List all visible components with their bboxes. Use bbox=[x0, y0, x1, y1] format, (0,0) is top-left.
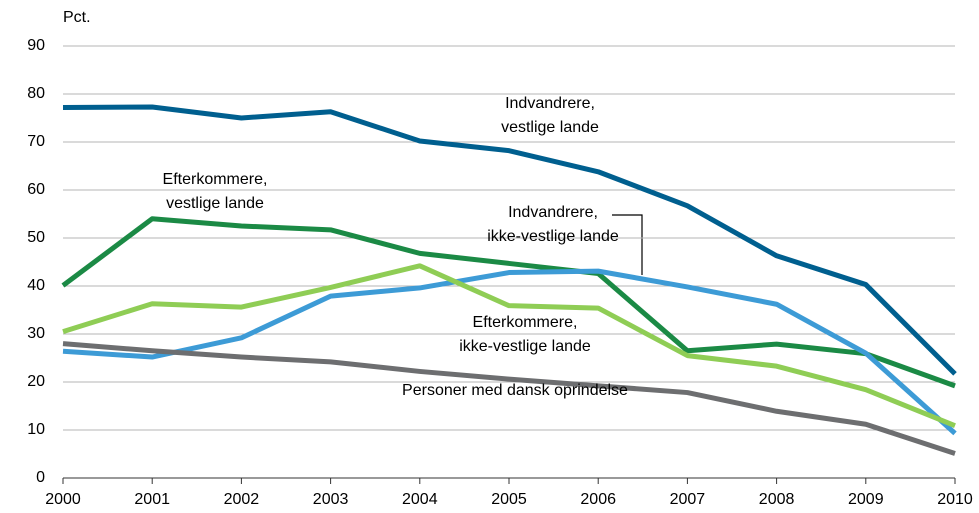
y-tick-label: 80 bbox=[27, 85, 45, 102]
x-tick-label: 2002 bbox=[224, 491, 260, 508]
y-tick-label: 90 bbox=[27, 37, 45, 54]
x-tick-label: 2000 bbox=[45, 491, 81, 508]
y-tick-label: 50 bbox=[27, 229, 45, 246]
series-label: ikke-vestlige lande bbox=[459, 338, 591, 355]
series-label: Efterkommere, bbox=[163, 171, 268, 188]
series-line bbox=[62, 341, 956, 456]
leader-line bbox=[612, 214, 643, 275]
series-line bbox=[62, 104, 957, 376]
x-tick-label: 2008 bbox=[759, 491, 795, 508]
y-tick-label: 40 bbox=[27, 277, 45, 294]
y-tick-label: 0 bbox=[36, 469, 45, 486]
x-tick-label: 2007 bbox=[670, 491, 706, 508]
y-tick-label: 20 bbox=[27, 373, 45, 390]
x-tick-label: 2010 bbox=[937, 491, 973, 508]
x-tick-label: 2005 bbox=[491, 491, 527, 508]
y-axis-label: Pct. bbox=[63, 9, 91, 26]
y-tick-label: 70 bbox=[27, 133, 45, 150]
series-label: ikke-vestlige lande bbox=[487, 228, 619, 245]
series-label: vestlige lande bbox=[501, 119, 599, 136]
x-tick-label: 2006 bbox=[580, 491, 616, 508]
series-line bbox=[61, 216, 956, 389]
series-label: Efterkommere, bbox=[473, 314, 578, 331]
series-line bbox=[62, 263, 956, 428]
y-tick-label: 10 bbox=[27, 421, 45, 438]
y-tick-label: 30 bbox=[27, 325, 45, 342]
x-tick-label: 2009 bbox=[848, 491, 884, 508]
series-label: vestlige lande bbox=[166, 195, 264, 212]
series-label: Personer med dansk oprindelse bbox=[402, 382, 628, 399]
x-tick-label: 2003 bbox=[313, 491, 349, 508]
series-label: Indvandrere, bbox=[505, 95, 595, 112]
x-tick-label: 2004 bbox=[402, 491, 438, 508]
x-tick-label: 2001 bbox=[134, 491, 170, 508]
grid bbox=[63, 45, 955, 479]
series-line bbox=[62, 268, 957, 436]
series-label: Indvandrere, bbox=[508, 204, 598, 221]
y-tick-label: 60 bbox=[27, 181, 45, 198]
